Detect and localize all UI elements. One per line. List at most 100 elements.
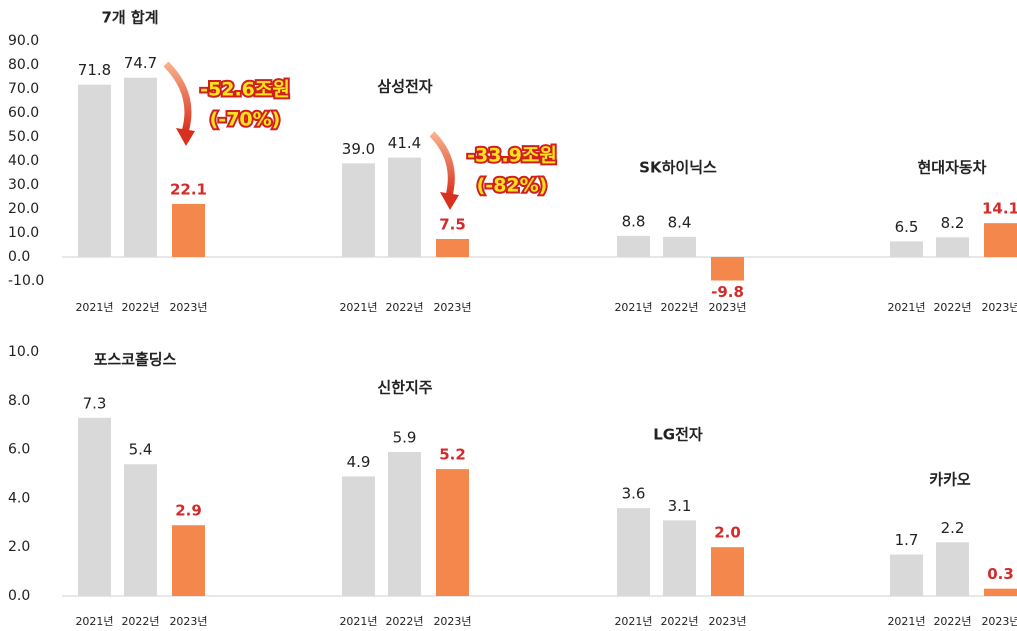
value-label: 4.9: [347, 453, 371, 471]
group-title: 7개 합계: [101, 9, 158, 27]
x-tick-label: 2021년: [339, 301, 377, 314]
y-tick-label: 30.0: [8, 177, 39, 193]
y-tick-label: 6.0: [8, 442, 30, 458]
bar: [436, 239, 469, 257]
value-label: 22.1: [170, 180, 207, 198]
x-tick-label: 2023년: [708, 301, 746, 314]
x-tick-label: 2021년: [75, 301, 113, 314]
x-tick-label: 2021년: [887, 615, 925, 628]
bar: [342, 163, 375, 257]
bar: [890, 554, 923, 596]
x-tick-label: 2023년: [981, 615, 1017, 628]
value-label: 39.0: [342, 140, 375, 158]
value-label: 71.8: [78, 61, 111, 79]
y-tick-label: 20.0: [8, 201, 39, 217]
bar: [617, 508, 650, 596]
bar: [984, 588, 1017, 596]
y-tick-label: 70.0: [8, 81, 39, 97]
group-title: LG전자: [653, 426, 703, 444]
value-label: 3.1: [668, 497, 692, 515]
x-tick-label: 2022년: [385, 301, 423, 314]
y-tick-label: 2.0: [8, 539, 30, 555]
bar: [890, 241, 923, 257]
x-tick-label: 2022년: [385, 615, 423, 628]
bar: [78, 417, 111, 596]
bar: [124, 77, 157, 257]
bar: [78, 84, 111, 258]
annotation: (-82%): [477, 175, 548, 197]
value-label: 6.5: [895, 218, 919, 236]
bar: [388, 452, 421, 596]
annotation: -52.6조원: [200, 79, 290, 101]
arrow: [429, 131, 455, 197]
annotation: -33.9조원: [467, 145, 557, 167]
value-label: 8.4: [668, 213, 692, 231]
bar: [663, 520, 696, 596]
bar: [342, 476, 375, 596]
group-title: 포스코홀딩스: [94, 351, 177, 369]
y-tick-label: 0.0: [8, 588, 30, 604]
value-label: 7.3: [83, 394, 107, 412]
value-label: 3.6: [622, 485, 646, 503]
bar: [388, 157, 421, 257]
annotation: (-70%): [210, 109, 281, 131]
value-label: 41.4: [388, 134, 421, 152]
y-tick-label: -10.0: [8, 273, 44, 289]
group-title: 신한지주: [377, 379, 432, 397]
bar: [172, 525, 205, 596]
bar: [936, 542, 969, 596]
bar: [936, 237, 969, 257]
y-tick-label: 8.0: [8, 393, 30, 409]
group-title: 삼성전자: [377, 78, 432, 96]
x-tick-label: 2022년: [933, 301, 971, 314]
x-tick-label: 2022년: [121, 615, 159, 628]
x-tick-label: 2022년: [660, 615, 698, 628]
arrow-head: [440, 192, 459, 210]
value-label: 2.0: [714, 524, 741, 542]
value-label: 5.4: [129, 441, 153, 459]
bar: [172, 203, 205, 257]
y-tick-label: 80.0: [8, 57, 39, 73]
y-tick-label: 0.0: [8, 249, 30, 265]
bar: [711, 257, 744, 281]
x-tick-label: 2022년: [121, 301, 159, 314]
bar: [663, 236, 696, 257]
x-tick-label: 2023년: [169, 301, 207, 314]
x-tick-label: 2023년: [169, 615, 207, 628]
x-tick-label: 2021년: [887, 301, 925, 314]
x-tick-label: 2023년: [981, 301, 1017, 314]
y-tick-label: 90.0: [8, 33, 39, 49]
group-title: 카카오: [929, 471, 971, 489]
y-tick-label: 10.0: [8, 344, 39, 360]
value-label: 5.9: [393, 429, 417, 447]
y-tick-label: 60.0: [8, 105, 39, 121]
bar: [711, 547, 744, 596]
x-tick-label: 2023년: [708, 615, 746, 628]
bar: [984, 223, 1017, 257]
bar: [124, 464, 157, 596]
value-label: 14.1: [982, 200, 1017, 218]
x-tick-label: 2021년: [614, 615, 652, 628]
y-tick-label: 10.0: [8, 225, 39, 241]
x-tick-label: 2021년: [339, 615, 377, 628]
value-label: 74.7: [124, 54, 157, 72]
value-label: 5.2: [439, 446, 466, 464]
y-tick-label: 4.0: [8, 490, 30, 506]
value-label: 7.5: [439, 216, 466, 234]
value-label: 2.9: [175, 502, 202, 520]
group-title: 현대자동차: [917, 159, 986, 177]
bar: [617, 235, 650, 257]
x-tick-label: 2021년: [75, 615, 113, 628]
value-label: -9.8: [711, 283, 744, 301]
value-label: 2.2: [941, 519, 965, 537]
value-label: 0.3: [987, 565, 1014, 583]
arrow: [163, 61, 192, 133]
value-label: 8.8: [622, 212, 646, 230]
x-tick-label: 2023년: [433, 615, 471, 628]
y-tick-label: 50.0: [8, 129, 39, 145]
group-title: SK하이닉스: [639, 159, 717, 177]
arrow-head: [176, 128, 195, 146]
x-tick-label: 2022년: [660, 301, 698, 314]
value-label: 1.7: [895, 531, 919, 549]
